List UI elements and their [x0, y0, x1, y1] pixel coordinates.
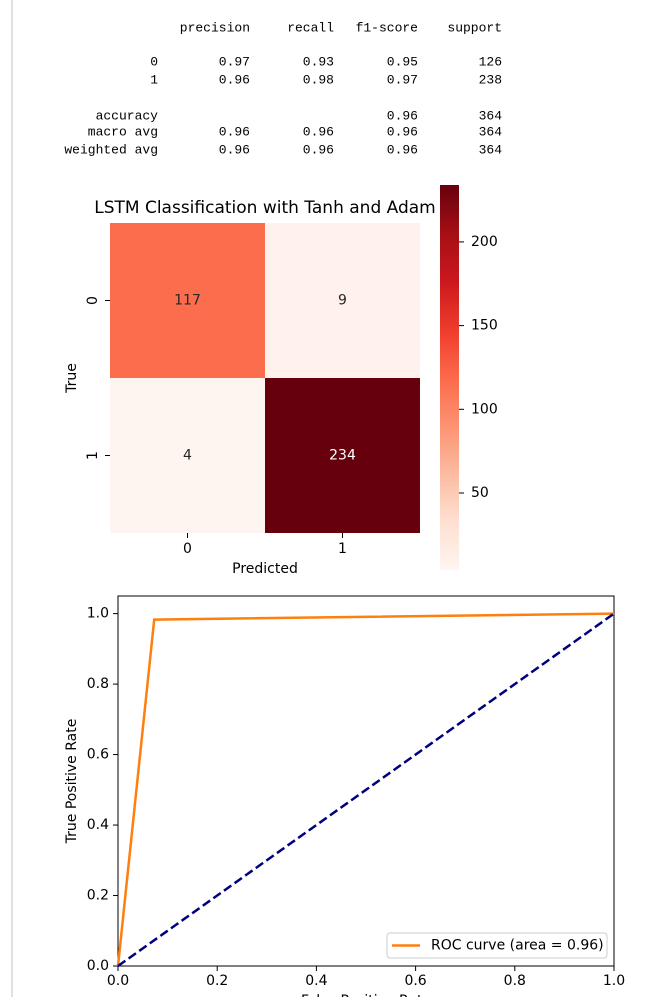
- report-header: f1-score: [356, 20, 418, 35]
- y-tick-label: 1: [85, 451, 101, 460]
- report-cell: 0.98: [303, 72, 334, 87]
- report-cell: 238: [479, 72, 502, 87]
- x-tick-label: 0.6: [404, 973, 426, 989]
- report-cell: 364: [479, 108, 503, 123]
- y-tick-label: 0.2: [87, 888, 109, 904]
- roc-line: [117, 612, 615, 968]
- report-row-label: 0: [150, 54, 158, 69]
- cell-label: 9: [338, 293, 347, 309]
- x-tick-label: 1.0: [603, 973, 625, 989]
- y-axis-label: True Positive Rate: [64, 719, 80, 845]
- y-tick-label: 0: [85, 296, 101, 305]
- colorbar-tick-label: 100: [471, 401, 498, 417]
- x-tick-label: 1: [338, 541, 347, 557]
- y-tick-label: 0.6: [87, 747, 109, 763]
- x-axis-label: False Positive Rate: [301, 993, 431, 997]
- x-tick-label: 0.8: [504, 973, 526, 989]
- heatmap-cell: [265, 378, 420, 533]
- cell-label: 117: [174, 293, 201, 309]
- chart-title: LSTM Classification with Tanh and Adam: [94, 198, 436, 218]
- y-tick-label: 0.8: [87, 676, 109, 692]
- x-tick-label: 0.4: [305, 973, 327, 989]
- legend-label: ROC curve (area = 0.96): [431, 938, 604, 954]
- report-row-label: accuracy: [96, 108, 159, 123]
- heatmap-cell: [110, 223, 265, 378]
- colorbar-tick-label: 150: [471, 318, 498, 334]
- report-row-label: macro avg: [88, 124, 158, 139]
- report-cell: 0.96: [219, 124, 250, 139]
- report-cell: 0.96: [303, 142, 334, 157]
- colorbar: [440, 185, 459, 570]
- x-tick-label: 0.2: [206, 973, 228, 989]
- report-header: recall: [287, 20, 334, 35]
- report-cell: 0.95: [387, 54, 418, 69]
- y-tick-label: 1.0: [87, 606, 109, 622]
- y-tick-label: 0.4: [87, 817, 109, 833]
- cell-label: 4: [183, 448, 192, 464]
- report-row-label: 1: [150, 72, 158, 87]
- colorbar-tick-label: 200: [471, 234, 498, 250]
- report-cell: 364: [479, 124, 503, 139]
- report-cell: 0.96: [387, 108, 418, 123]
- cell-label: 234: [329, 448, 356, 464]
- legend-box: [386, 932, 608, 959]
- report-cell: 0.93: [303, 54, 334, 69]
- report-header: precision: [180, 20, 250, 35]
- report-cell: 0.96: [219, 142, 250, 157]
- report-cell: 0.97: [219, 54, 250, 69]
- report-cell: 126: [479, 54, 502, 69]
- report-cell: 0.96: [303, 124, 334, 139]
- report-cell: 0.97: [387, 72, 418, 87]
- x-tick-label: 0.0: [107, 973, 129, 989]
- heatmap-cell: [110, 378, 265, 533]
- y-tick-label: 0.0: [87, 958, 109, 974]
- report-row-label: weighted avg: [64, 142, 158, 157]
- report-header: support: [447, 20, 502, 35]
- report-cell: 0.96: [387, 124, 418, 139]
- report-cell: 0.96: [219, 72, 250, 87]
- x-axis-label: Predicted: [232, 561, 298, 577]
- heatmap-cell: [265, 223, 420, 378]
- plot-frame: [117, 595, 615, 967]
- report-cell: 0.96: [387, 142, 418, 157]
- roc-line: [116, 612, 615, 967]
- x-tick-label: 0: [183, 541, 192, 557]
- y-axis-label: True: [64, 363, 80, 394]
- colorbar-tick-label: 50: [471, 485, 489, 501]
- report-cell: 364: [479, 142, 503, 157]
